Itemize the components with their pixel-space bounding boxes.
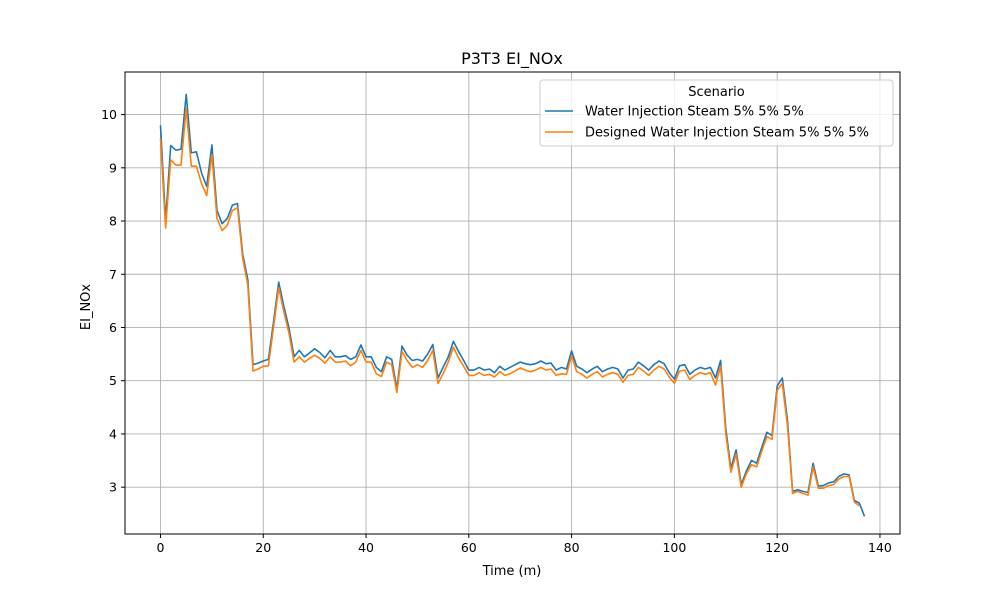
- legend-box: [539, 79, 894, 147]
- y-tick-label: 10: [101, 107, 117, 122]
- x-tick-label: 120: [765, 540, 789, 555]
- series-line-1: [159, 93, 866, 517]
- y-tick-label: 7: [109, 267, 117, 282]
- series-line-2: [159, 107, 860, 507]
- legend-title: Scenario: [688, 85, 745, 100]
- x-tick-label: 60: [461, 540, 477, 555]
- y-tick-label: 6: [109, 320, 117, 335]
- legend: Scenario Water Injection Steam 5% 5% 5% D…: [539, 79, 894, 147]
- x-tick-label: 80: [564, 540, 580, 555]
- axis-ticks: 0 20 40 60 80 100 120 140 3 4 5 6 7 8 9 10: [101, 107, 892, 555]
- x-axis-title: Time (m): [482, 564, 542, 579]
- x-tick-label: 100: [662, 540, 686, 555]
- legend-entries: Water Injection Steam 5% 5% 5% Designed W…: [545, 105, 869, 141]
- series-lines: [159, 93, 866, 517]
- x-tick-label: 0: [156, 540, 164, 555]
- y-tick-label: 9: [109, 160, 117, 175]
- y-tick-label: 5: [109, 373, 117, 388]
- y-axis-title: EI_NOx: [79, 284, 94, 331]
- y-tick-label: 3: [109, 480, 117, 495]
- x-tick-label: 40: [358, 540, 374, 555]
- plot-area-frame: [124, 71, 901, 535]
- legend-label-2: Designed Water Injection Steam 5% 5% 5%: [585, 126, 869, 141]
- y-tick-label: 8: [109, 214, 117, 229]
- legend-label-1: Water Injection Steam 5% 5% 5%: [585, 105, 804, 120]
- x-tick-label: 20: [255, 540, 271, 555]
- x-tick-label: 140: [868, 540, 892, 555]
- y-tick-label: 4: [109, 426, 117, 441]
- chart-title: P3T3 EI_NOx: [461, 49, 563, 69]
